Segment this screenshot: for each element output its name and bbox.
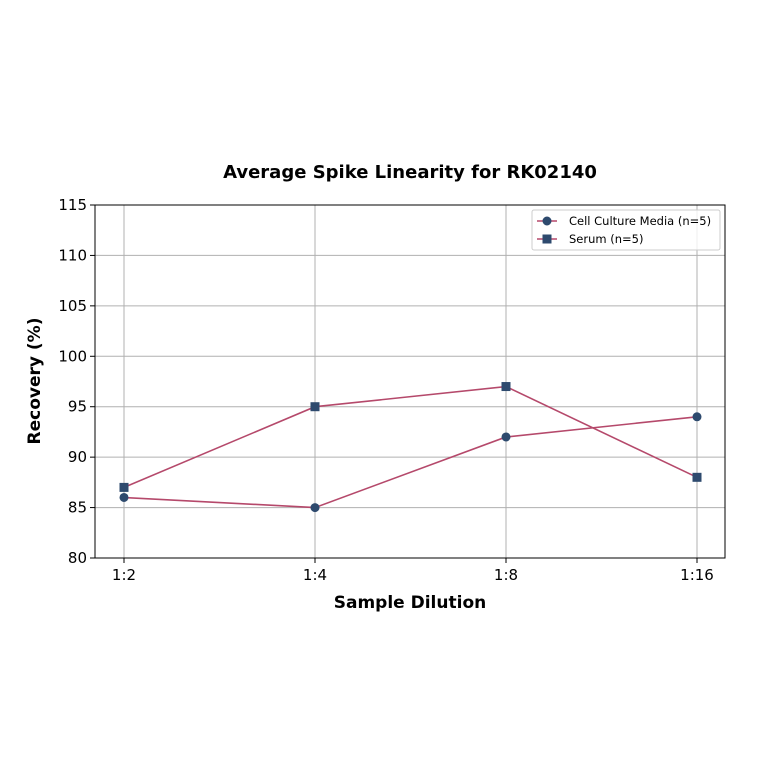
chart-title: Average Spike Linearity for RK02140 xyxy=(223,162,597,183)
x-tick-label: 1:8 xyxy=(494,566,518,584)
legend-square-marker xyxy=(542,234,552,244)
y-tick-label: 110 xyxy=(58,246,87,264)
x-tick-label: 1:4 xyxy=(303,566,327,584)
y-tick-label: 105 xyxy=(58,297,87,315)
series-line xyxy=(123,385,698,489)
circle-marker xyxy=(501,432,511,442)
square-marker xyxy=(119,482,129,492)
y-tick-label: 90 xyxy=(68,448,87,466)
y-axis-ticks: 80 85 90 95 100 105 110 115 xyxy=(58,196,95,567)
legend-label: Serum (n=5) xyxy=(569,232,643,246)
y-tick-label: 95 xyxy=(68,398,87,416)
grid xyxy=(95,204,725,559)
x-axis-label: Sample Dilution xyxy=(334,593,486,613)
x-tick-label: 1:16 xyxy=(680,566,714,584)
y-tick-label: 115 xyxy=(58,196,87,214)
y-tick-label: 100 xyxy=(58,347,87,365)
square-marker xyxy=(501,382,511,392)
y-tick-label: 85 xyxy=(68,499,87,517)
x-tick-label: 1:2 xyxy=(112,566,136,584)
x-axis-ticks: 1:2 1:4 1:8 1:16 xyxy=(112,558,714,584)
circle-marker xyxy=(310,503,320,513)
legend-circle-marker xyxy=(542,216,552,226)
y-axis-label: Recovery (%) xyxy=(25,318,45,445)
plot-frame xyxy=(94,204,726,559)
series-1 xyxy=(119,382,702,492)
circle-marker xyxy=(119,492,129,502)
series-line xyxy=(123,416,698,509)
series-lines xyxy=(119,382,702,513)
legend-box xyxy=(531,209,721,251)
square-marker xyxy=(692,472,702,482)
y-tick-label: 80 xyxy=(68,549,87,567)
legend-label: Cell Culture Media (n=5) xyxy=(569,214,711,228)
series-0 xyxy=(119,412,702,513)
legend: Cell Culture Media (n=5) Serum (n=5) xyxy=(531,209,721,251)
square-marker xyxy=(310,402,320,412)
circle-marker xyxy=(692,412,702,422)
